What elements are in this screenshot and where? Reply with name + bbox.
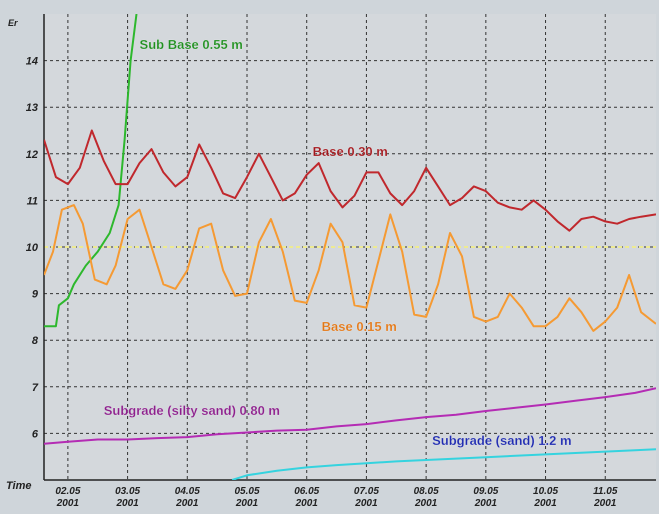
y-tick-label: 9 — [32, 289, 39, 301]
x-tick-label: 02.05 — [55, 486, 80, 497]
series-lines — [44, 14, 656, 480]
x-tick-sublabel: 2001 — [414, 498, 438, 509]
y-tick-label: 13 — [26, 102, 38, 114]
x-tick-sublabel: 2001 — [175, 498, 199, 509]
x-tick-label: 09.05 — [473, 486, 498, 497]
y-tick-label: 8 — [32, 335, 39, 347]
series-annotation-4: Subgrade (sand) 1.2 m — [432, 433, 571, 448]
x-tick-sublabel: 2001 — [533, 498, 557, 509]
series-annotation-0: Sub Base 0.55 m — [140, 37, 243, 52]
x-tick-label: 04.05 — [175, 486, 200, 497]
series-annotation-2: Base 0.15 m — [322, 319, 397, 334]
x-tick-sublabel: 2001 — [235, 498, 259, 509]
y-tick-label: 12 — [26, 149, 38, 161]
x-tick-label: 11.05 — [593, 486, 618, 497]
series-labels: Sub Base 0.55 m Base 0.30 m Base 0.15 m Sub… — [104, 37, 572, 448]
y-tick-label: 14 — [26, 56, 38, 68]
x-tick-sublabel: 2001 — [354, 498, 378, 509]
series-line-0 — [44, 14, 138, 328]
y-tick-label: 6 — [32, 428, 39, 440]
x-tick-label: 10.05 — [533, 486, 558, 497]
x-tick-label: 03.05 — [115, 486, 140, 497]
x-tick-sublabel: 2001 — [115, 498, 139, 509]
series-line-1 — [44, 129, 656, 232]
x-tick-sublabel: 2001 — [56, 498, 80, 509]
x-tick-label: 08.05 — [414, 486, 439, 497]
y-axis-label: Er — [8, 18, 18, 28]
axes: 6789101112131402.05200103.05200104.05200… — [26, 14, 656, 509]
series-line-4 — [231, 448, 656, 480]
x-tick-sublabel: 2001 — [474, 498, 498, 509]
x-tick-sublabel: 2001 — [593, 498, 617, 509]
x-tick-label: 05.05 — [234, 486, 259, 497]
y-tick-label: 10 — [26, 242, 39, 254]
x-tick-label: 06.05 — [294, 486, 319, 497]
series-annotation-1: Base 0.30 m — [313, 144, 388, 159]
y-tick-label: 7 — [32, 382, 39, 394]
x-tick-sublabel: 2001 — [295, 498, 319, 509]
x-tick-label: 07.05 — [354, 486, 379, 497]
y-tick-label: 11 — [27, 195, 38, 207]
series-line-2 — [44, 204, 656, 332]
x-axis-label: Time — [6, 480, 31, 492]
series-line-3 — [44, 387, 656, 445]
series-annotation-3: Subgrade (silty sand) 0.80 m — [104, 403, 280, 418]
